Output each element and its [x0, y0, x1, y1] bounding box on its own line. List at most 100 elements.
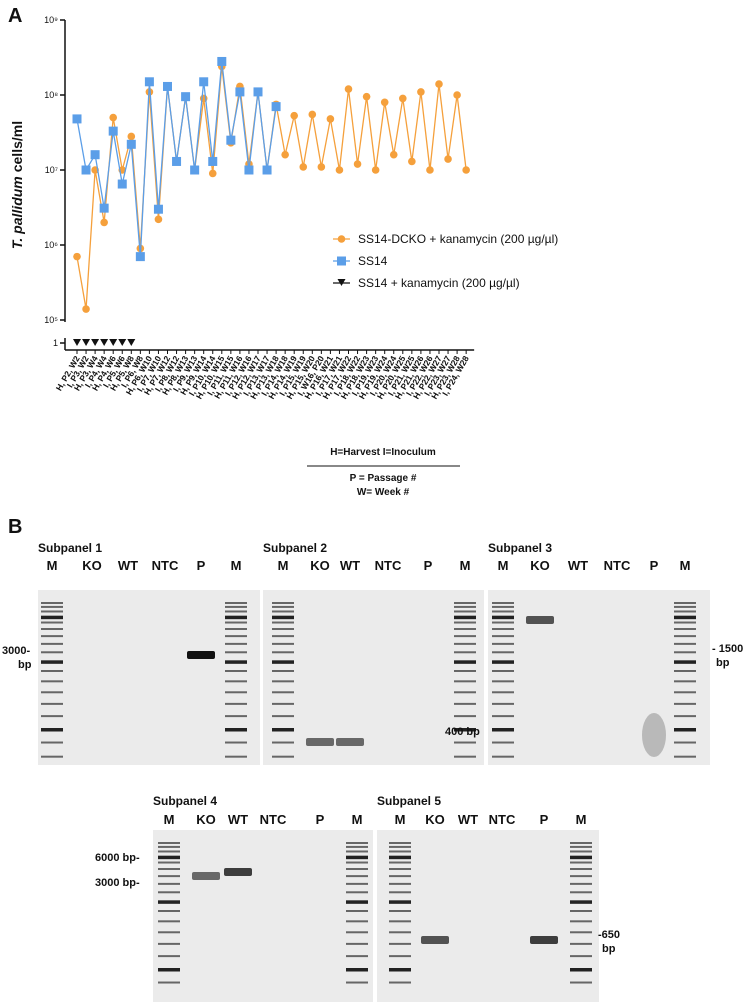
ladder-band	[389, 845, 411, 848]
ladder-band	[492, 728, 514, 732]
data-point	[253, 87, 263, 97]
data-point	[271, 102, 281, 112]
lane-label: WT	[118, 558, 138, 573]
data-point	[417, 88, 425, 96]
ladder-band	[41, 741, 63, 744]
lane-label: KO	[82, 558, 102, 573]
ladder-band	[492, 715, 514, 718]
ladder-band	[492, 615, 514, 620]
ladder-band	[492, 635, 514, 638]
ladder-band	[41, 610, 63, 613]
ladder-band	[492, 680, 514, 683]
ladder-band	[454, 702, 476, 705]
data-point	[118, 339, 127, 346]
ladder-band	[225, 741, 247, 744]
legend-marker	[337, 279, 346, 286]
data-point	[82, 305, 90, 313]
ladder-band	[346, 981, 368, 984]
ladder-band	[225, 670, 247, 672]
ladder-band	[41, 702, 63, 705]
lane-label: M	[231, 558, 242, 573]
ladder-band	[454, 691, 476, 694]
ladder-band	[272, 702, 294, 705]
ladder-band	[346, 891, 368, 894]
y-label-unit: cells/ml	[9, 121, 25, 172]
ladder-band	[570, 868, 592, 870]
ladder-band	[272, 628, 294, 630]
data-point	[109, 339, 118, 346]
legend-label: SS14-DCKO + kanamycin (200 µg/µl)	[358, 232, 558, 246]
lane-label: M	[460, 558, 471, 573]
ladder-band	[346, 850, 368, 853]
ladder-band	[389, 955, 411, 958]
lane-label: WT	[568, 558, 588, 573]
ladder-band	[272, 728, 294, 732]
ladder-band	[272, 680, 294, 683]
ladder-band	[41, 755, 63, 758]
ladder-band	[346, 842, 368, 844]
ladder-band	[346, 968, 368, 972]
legend-marker	[337, 235, 346, 243]
data-point	[99, 203, 109, 213]
ladder-band	[454, 628, 476, 630]
ladder-band	[272, 741, 294, 744]
ladder-band	[674, 635, 696, 638]
ladder-band	[346, 861, 368, 864]
ladder-band	[41, 628, 63, 630]
ladder-band	[674, 702, 696, 705]
ladder-band	[272, 615, 294, 620]
gel-band	[530, 936, 558, 944]
gel-band	[421, 936, 449, 944]
data-point	[362, 92, 371, 101]
ladder-band	[389, 861, 411, 864]
size-marker: 6000 bp-	[95, 852, 140, 864]
ladder-band	[272, 605, 294, 608]
ladder-band	[570, 845, 592, 848]
gel-smear	[642, 713, 666, 757]
data-point	[172, 156, 182, 166]
legend-label: SS14 + kanamycin (200 µg/µl)	[358, 276, 520, 290]
ladder-band	[492, 702, 514, 705]
ladder-band	[158, 900, 180, 904]
lane-label: M	[47, 558, 58, 573]
ladder-band	[674, 741, 696, 744]
ladder-band	[158, 920, 180, 923]
ladder-band	[389, 981, 411, 984]
ladder-band	[272, 651, 294, 654]
ladder-band	[492, 660, 514, 664]
size-marker: bp	[602, 943, 616, 955]
data-point	[181, 92, 191, 102]
ladder-band	[492, 755, 514, 758]
ladder-band	[492, 610, 514, 613]
ladder-band	[346, 900, 368, 904]
lane-label: WT	[458, 812, 478, 827]
ladder-band	[389, 942, 411, 945]
lane-label: NTC	[375, 558, 402, 573]
ladder-band	[570, 942, 592, 945]
ladder-band	[158, 891, 180, 894]
ladder-band	[41, 728, 63, 732]
ladder-band	[225, 605, 247, 608]
ladder-band	[492, 651, 514, 654]
ladder-band	[346, 882, 368, 885]
ladder-band	[570, 920, 592, 923]
ladder-band	[674, 610, 696, 613]
ladder-band	[674, 728, 696, 732]
legend-label: SS14	[358, 254, 388, 268]
ladder-band	[272, 715, 294, 718]
size-marker: -650	[598, 929, 620, 941]
lane-label: NTC	[489, 812, 516, 827]
ladder-band	[389, 968, 411, 972]
ladder-band	[225, 610, 247, 613]
gel-title: Subpanel 2	[263, 541, 327, 555]
y-tick-label: 10⁵	[44, 315, 58, 325]
ladder-band	[570, 861, 592, 864]
data-point	[135, 252, 145, 262]
lane-label: P	[316, 812, 325, 827]
ladder-band	[570, 842, 592, 844]
ladder-band	[225, 628, 247, 630]
data-point	[82, 339, 91, 346]
ladder-band	[272, 691, 294, 694]
ladder-band	[41, 635, 63, 638]
ladder-band	[454, 660, 476, 664]
